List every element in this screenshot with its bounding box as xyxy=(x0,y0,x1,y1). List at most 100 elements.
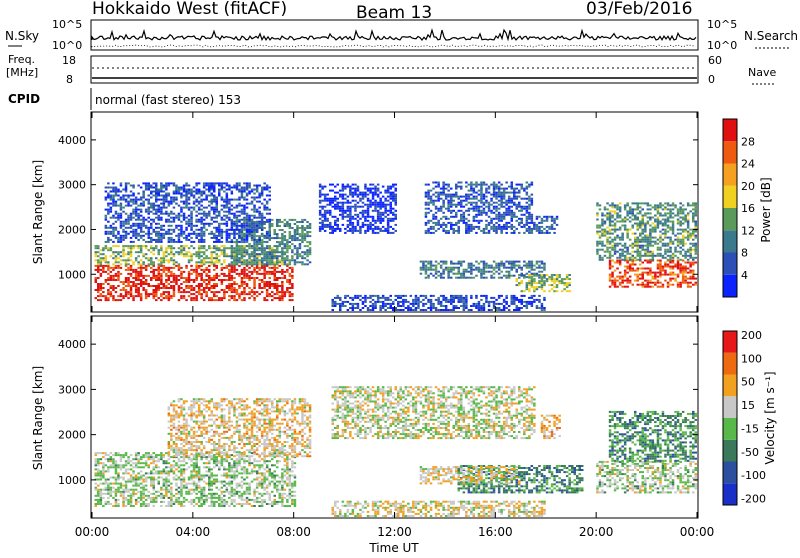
heatmap-cell xyxy=(105,265,108,267)
heatmap-cell xyxy=(339,214,342,216)
heatmap-cell xyxy=(97,283,100,285)
heatmap-cell xyxy=(150,227,153,229)
heatmap-cell xyxy=(601,212,604,214)
heatmap-cell xyxy=(120,267,123,269)
heatmap-cell xyxy=(271,237,274,239)
heatmap-cell xyxy=(178,217,181,219)
heatmap-cell xyxy=(473,188,476,190)
heatmap-cell xyxy=(611,215,614,217)
heatmap-cell xyxy=(505,226,508,228)
heatmap-cell xyxy=(226,239,229,241)
heatmap-cell xyxy=(140,271,143,273)
heatmap-cell xyxy=(107,209,110,211)
heatmap-cell xyxy=(619,249,622,251)
heatmap-cell xyxy=(269,187,272,189)
heatmap-cell xyxy=(163,283,166,285)
heatmap-cell xyxy=(243,245,246,247)
heatmap-cell xyxy=(347,216,350,218)
heatmap-cell xyxy=(337,202,340,204)
heatmap-cell xyxy=(463,220,466,222)
heatmap-cell xyxy=(508,206,511,208)
heatmap-cell xyxy=(160,281,163,283)
heatmap-cell xyxy=(112,233,115,235)
heatmap-cell xyxy=(258,195,261,197)
heatmap-cell xyxy=(392,192,395,194)
heatmap-cell xyxy=(475,275,478,277)
heatmap-cell xyxy=(483,295,486,297)
heatmap-cell xyxy=(125,191,128,193)
heatmap-cell xyxy=(531,218,534,220)
heatmap-cell xyxy=(342,204,345,206)
heatmap-cell xyxy=(198,249,201,251)
heatmap-cell xyxy=(208,277,211,279)
heatmap-cell xyxy=(362,216,365,218)
heatmap-cell xyxy=(122,281,125,283)
heatmap-cell xyxy=(258,217,261,219)
heatmap-cell xyxy=(374,194,377,196)
heatmap-cell xyxy=(500,188,503,190)
heatmap-cell xyxy=(165,251,168,253)
heatmap-cell xyxy=(500,309,503,311)
heatmap-cell xyxy=(165,185,168,187)
heatmap-cell xyxy=(286,225,289,227)
heatmap-cell xyxy=(289,263,292,265)
heatmap-cell xyxy=(518,265,521,267)
heatmap-cell xyxy=(536,307,539,309)
heatmap-cell xyxy=(624,243,627,245)
heatmap-cell xyxy=(425,277,428,279)
heatmap-cell xyxy=(437,263,440,265)
heatmap-cell xyxy=(258,237,261,239)
heatmap-cell xyxy=(659,282,662,284)
heatmap-cell xyxy=(188,221,191,223)
heatmap-cell xyxy=(294,231,297,233)
heatmap-cell xyxy=(107,231,110,233)
heatmap-cell xyxy=(543,309,546,311)
heatmap-cell xyxy=(619,206,622,208)
heatmap-cell xyxy=(183,277,186,279)
heatmap-cell xyxy=(526,305,529,307)
heatmap-cell xyxy=(269,257,272,259)
heatmap-cell xyxy=(125,223,128,225)
heatmap-cell xyxy=(248,275,251,277)
heatmap-cell xyxy=(251,273,254,275)
heatmap-cell xyxy=(132,295,135,297)
heatmap-cell xyxy=(170,237,173,239)
heatmap-cell xyxy=(319,206,322,208)
heatmap-cell xyxy=(274,293,277,295)
heatmap-cell xyxy=(218,275,221,277)
heatmap-cell xyxy=(329,224,332,226)
heatmap-cell xyxy=(263,205,266,207)
heatmap-cell xyxy=(170,201,173,203)
heatmap-cell xyxy=(475,186,478,188)
heatmap-cell xyxy=(609,204,612,206)
heatmap-cell xyxy=(475,232,478,234)
heatmap-cell xyxy=(430,232,433,234)
heatmap-cell xyxy=(465,269,468,271)
heatmap-cell xyxy=(516,208,519,210)
heatmap-cell xyxy=(170,221,173,223)
heatmap-cell xyxy=(205,223,208,225)
heatmap-cell xyxy=(117,217,120,219)
heatmap-cell xyxy=(122,211,125,213)
heatmap-cell xyxy=(369,224,372,226)
heatmap-cell xyxy=(223,223,226,225)
heatmap-cell xyxy=(475,267,478,269)
heatmap-cell xyxy=(137,219,140,221)
heatmap-cell xyxy=(458,269,461,271)
heatmap-cell xyxy=(505,271,508,273)
heatmap-cell xyxy=(185,235,188,237)
heatmap-cell xyxy=(168,271,171,273)
heatmap-cell xyxy=(369,222,372,224)
heatmap-cell xyxy=(478,200,481,202)
heatmap-cell xyxy=(511,224,514,226)
heatmap-cell xyxy=(528,282,531,284)
heatmap-cell xyxy=(200,229,203,231)
heatmap-cell xyxy=(279,219,282,221)
heatmap-cell xyxy=(198,189,201,191)
heatmap-cell xyxy=(647,284,650,286)
heatmap-cell xyxy=(173,295,176,297)
heatmap-cell xyxy=(97,271,100,273)
heatmap-cell xyxy=(511,265,514,267)
heatmap-cell xyxy=(228,233,231,235)
heatmap-cell xyxy=(165,193,168,195)
